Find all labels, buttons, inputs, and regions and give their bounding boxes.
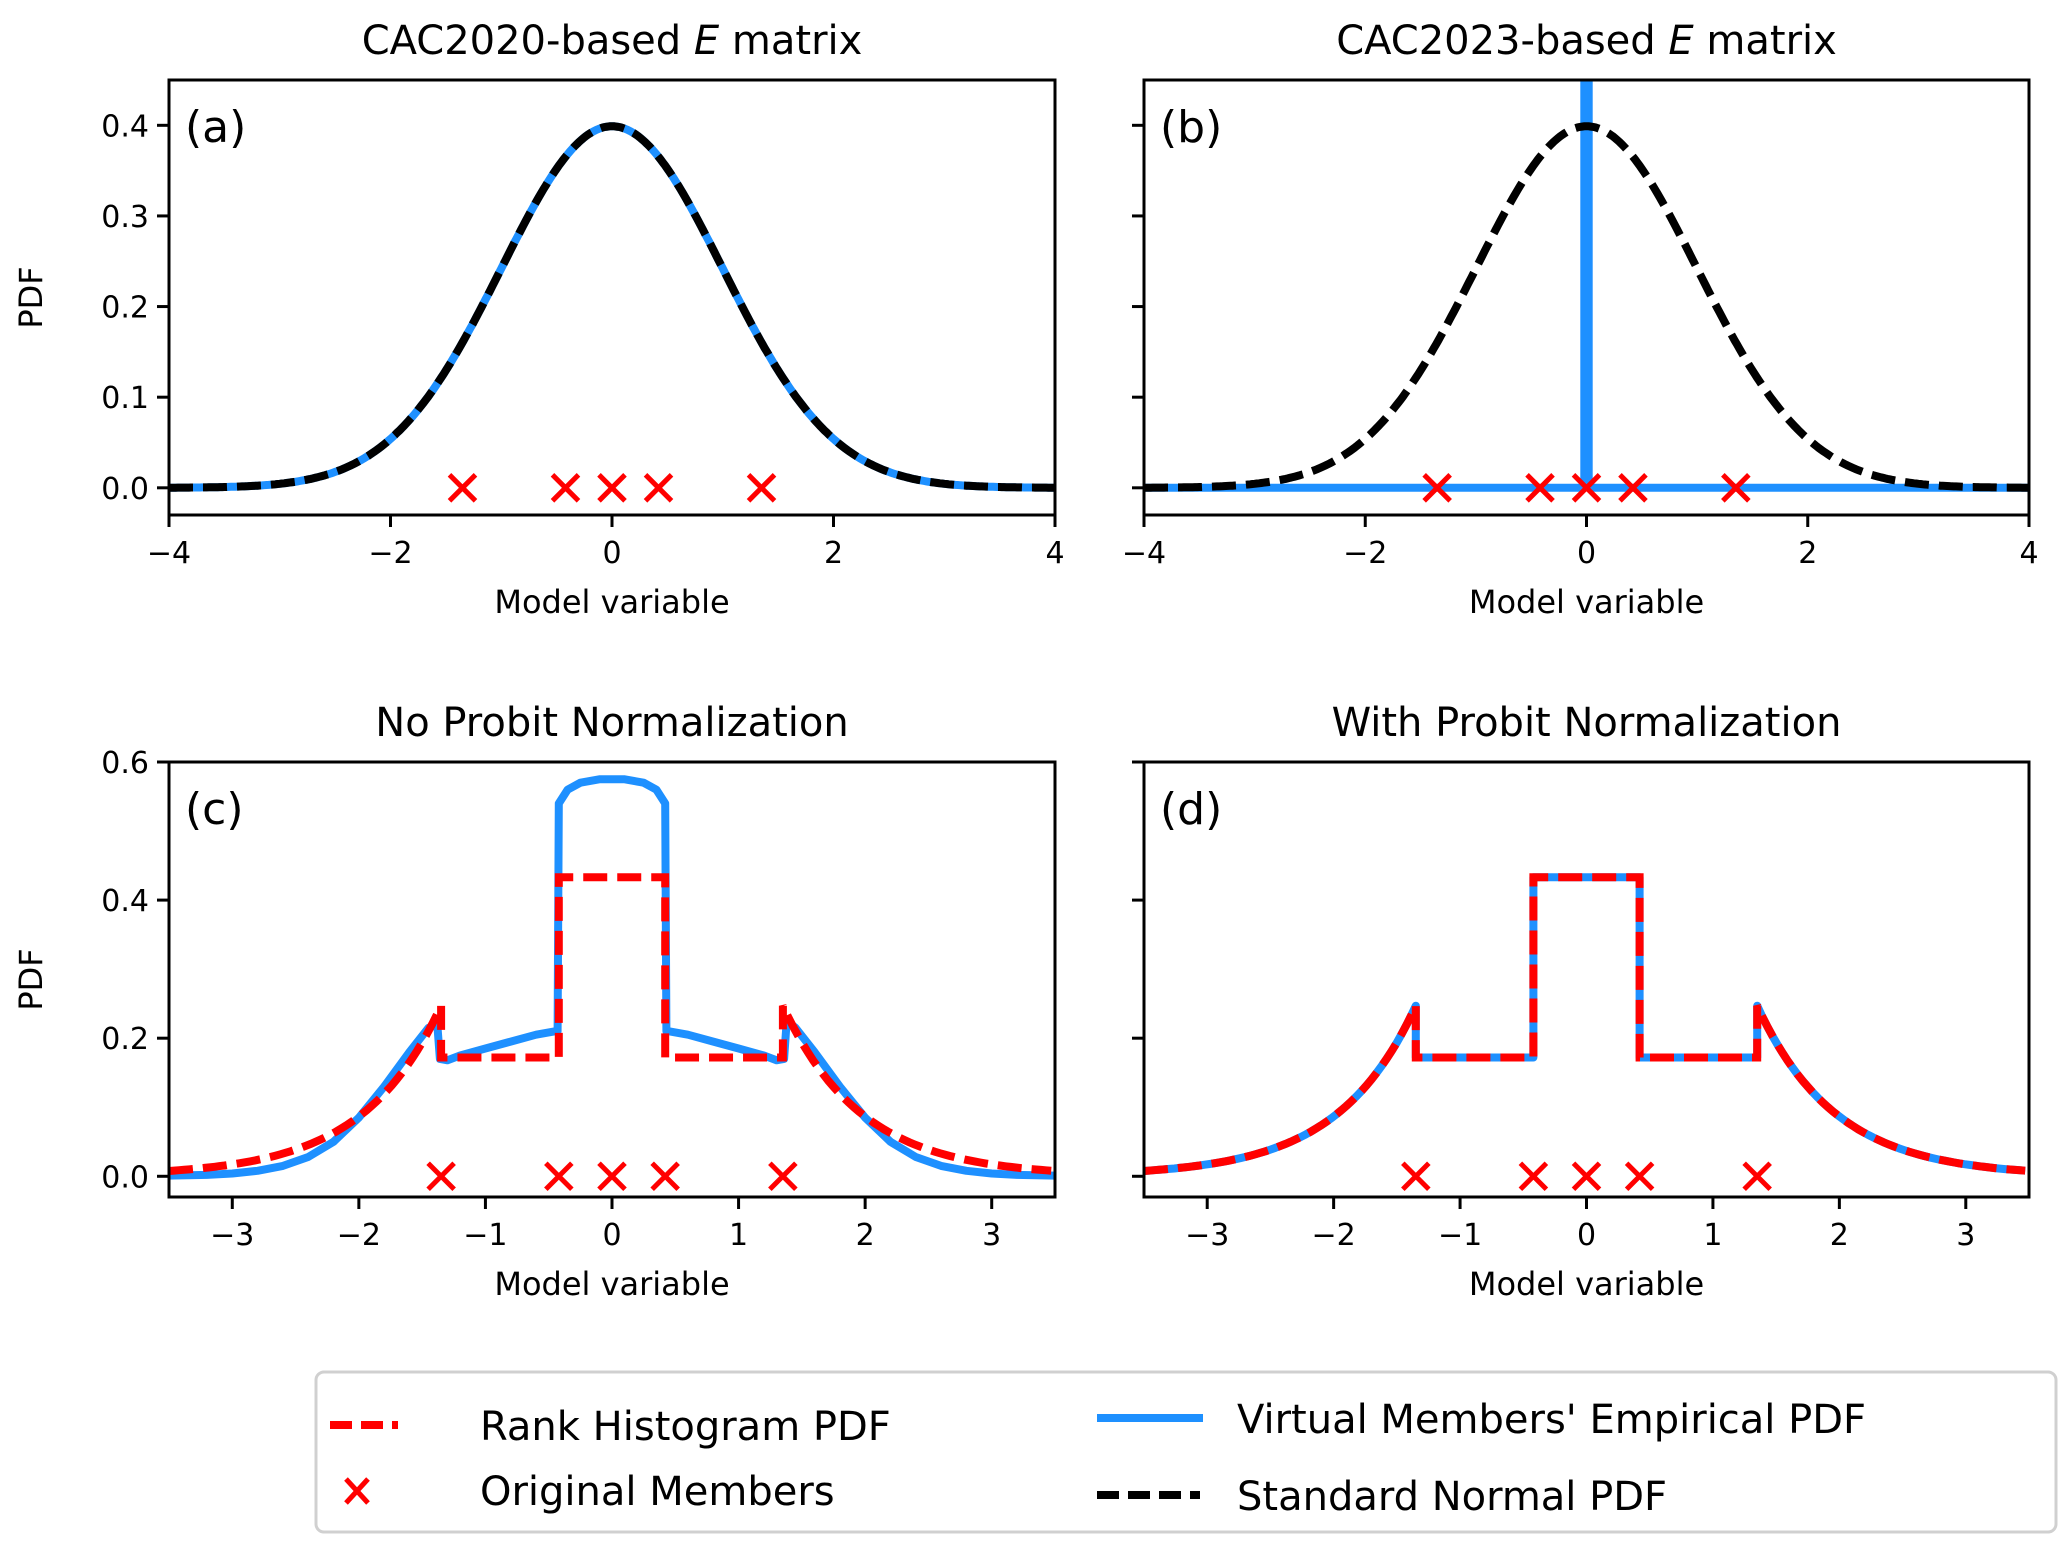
series-line-virtual-members-empirical-pdf [169,122,1055,492]
y-tick-label: 0.4 [101,109,149,144]
original-member-marker [1571,473,1602,503]
original-member-marker [1401,1161,1431,1192]
y-tick-label: 0.2 [101,1022,149,1057]
x-axis-label: Model variable [1469,583,1704,621]
y-tick-label: 0.0 [101,472,149,507]
x-tick-label: 4 [1045,536,1064,571]
x-tick-label: −4 [1122,536,1166,571]
x-axis-label: Model variable [1469,1265,1704,1303]
panel-title: No Probit Normalization [375,700,848,746]
y-tick-label: 0.6 [101,746,149,781]
legend-marker-original-members [344,1477,370,1505]
x-tick-label: −2 [1343,536,1387,571]
legend-label-original-members: Original Members [480,1469,835,1515]
original-member-marker [1618,473,1648,503]
x-tick-label: 0 [602,536,621,571]
original-member-marker [550,473,581,503]
y-tick-label: 0.1 [101,381,149,416]
panel-tag: (c) [185,784,244,835]
original-member-marker [1525,473,1555,503]
panel-title: With Probit Normalization [1332,700,1842,746]
x-tick-label: −2 [337,1218,381,1253]
original-member-marker [1518,1161,1549,1192]
x-tick-label: 2 [1798,536,1817,571]
panel-tag: (d) [1160,784,1222,835]
original-member-marker [650,1161,680,1192]
series-line-virtual-members-empirical-pdf [169,775,1055,1180]
panel-title: CAC2020-based E matrix [362,18,863,64]
legend-label-standard-normal: Standard Normal PDF [1237,1474,1667,1520]
y-axis-label: PDF [12,948,50,1010]
panel-b: CAC2023-based E matrix −4 −2 0 2 4 Model varia… [1122,18,2039,621]
x-tick-label: −2 [1312,1218,1356,1253]
panel-title: CAC2023-based E matrix [1336,18,1837,64]
x-tick-label: 1 [1703,1218,1722,1253]
y-axis-label: PDF [12,266,50,328]
x-tick-label: 2 [824,536,843,571]
series-line-standard-normal-pdf [1144,122,2029,492]
legend-label-rank-histogram: Rank Histogram PDF [480,1404,891,1450]
x-tick-label: 2 [1830,1218,1849,1253]
original-member-marker [1624,1161,1655,1192]
series-line-rank-histogram-pdf [1144,873,2026,1175]
original-member-marker [768,1161,798,1192]
axes-frame [1142,760,2031,1199]
series-line-virtual-members-empirical-pdf [1144,873,2026,1175]
original-member-marker [426,1161,456,1192]
x-tick-label: 0 [1577,536,1596,571]
legend-frame [314,1370,2058,1534]
panel-tag: (b) [1160,102,1222,153]
original-member-marker [1422,473,1452,503]
original-member-marker [746,473,777,503]
x-axis-label: Model variable [494,583,729,621]
panel-a: CAC2020-based E matrix −4 −2 0 2 4 0.0 0.1 0.2 0.… [12,18,1065,621]
series-line-standard-normal-pdf [169,122,1055,492]
x-tick-label: −1 [463,1218,507,1253]
original-member-marker [447,473,478,503]
x-tick-label: 0 [1577,1218,1596,1253]
y-tick-label: 0.2 [101,291,149,326]
x-tick-label: 0 [602,1218,621,1253]
x-axis-label: Model variable [494,1265,729,1303]
series-line-rank-histogram-pdf [169,873,1052,1175]
x-tick-label: −1 [1438,1218,1482,1253]
original-member-marker [1721,473,1751,503]
x-tick-label: −4 [147,536,191,571]
x-tick-label: −2 [368,536,412,571]
y-tick-label: 0.4 [101,884,149,919]
series-line-virtual-members-empirical-pdf [1144,80,2029,492]
axes-frame [167,760,1057,1199]
x-tick-label: 3 [1956,1218,1975,1253]
legend: Rank Histogram PDF Original Members Virt… [314,1370,2058,1534]
axes-frame [167,78,1057,517]
x-tick-label: 3 [982,1218,1001,1253]
original-member-marker [597,1161,627,1192]
x-tick-label: 4 [2019,536,2038,571]
x-tick-label: 1 [729,1218,748,1253]
x-tick-label: −3 [210,1218,254,1253]
original-member-marker [643,473,674,503]
y-tick-label: 0.0 [101,1160,149,1195]
panel-d: With Probit Normalization −3 −2 −1 0 1 2 3 Model… [1132,700,2031,1303]
x-tick-label: 2 [856,1218,875,1253]
panel-c: No Probit Normalization −3 −2 −1 0 1 2 3 0.0 0.2 0… [12,700,1057,1303]
panel-tag: (a) [185,102,246,153]
y-tick-label: 0.3 [101,200,149,235]
original-member-marker [544,1161,574,1192]
legend-label-empirical: Virtual Members' Empirical PDF [1237,1397,1866,1443]
original-member-marker [1571,1161,1602,1192]
x-tick-label: −3 [1185,1218,1229,1253]
original-member-marker [597,473,627,503]
original-member-marker [1742,1161,1772,1192]
